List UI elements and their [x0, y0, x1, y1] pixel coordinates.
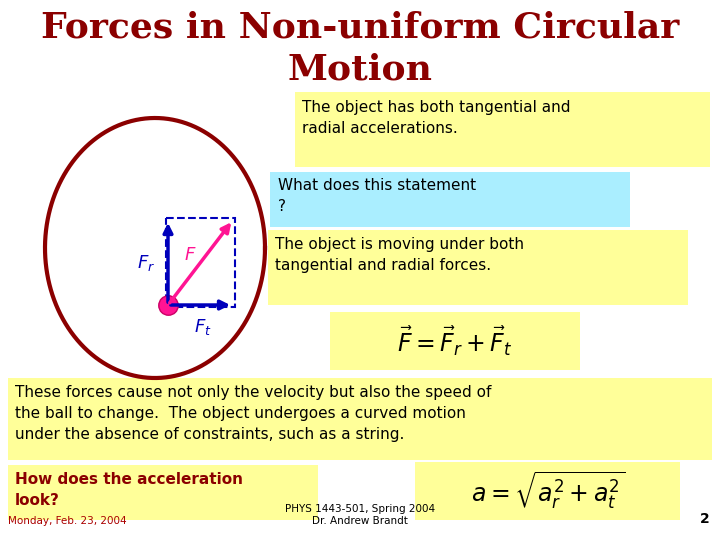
Bar	[295, 92, 710, 167]
Text: What does this statement
?: What does this statement ?	[278, 178, 476, 214]
Bar	[8, 465, 318, 520]
Text: Monday, Feb. 23, 2004: Monday, Feb. 23, 2004	[8, 516, 127, 526]
Text: Motion: Motion	[287, 52, 433, 86]
Bar	[330, 312, 580, 370]
Text: These forces cause not only the velocity but also the speed of
the ball to chang: These forces cause not only the velocity…	[15, 385, 491, 442]
Text: PHYS 1443-501, Spring 2004
Dr. Andrew Brandt: PHYS 1443-501, Spring 2004 Dr. Andrew Br…	[285, 504, 435, 526]
Bar	[415, 462, 680, 520]
Text: $F_r$: $F_r$	[137, 253, 155, 273]
Text: $F_t$: $F_t$	[194, 317, 212, 337]
Text: $a = \sqrt{a_r^2 + a_t^2}$: $a = \sqrt{a_r^2 + a_t^2}$	[471, 470, 625, 512]
Text: The object is moving under both
tangential and radial forces.: The object is moving under both tangenti…	[275, 237, 524, 273]
Bar	[268, 230, 688, 305]
Text: The object has both tangential and
radial accelerations.: The object has both tangential and radia…	[302, 100, 570, 136]
Text: How does the acceleration
look?: How does the acceleration look?	[15, 472, 243, 508]
Text: $\vec{F} = \vec{F}_r + \vec{F}_t$: $\vec{F} = \vec{F}_r + \vec{F}_t$	[397, 324, 513, 358]
Text: 2: 2	[701, 512, 710, 526]
Text: Forces in Non-uniform Circular: Forces in Non-uniform Circular	[41, 10, 679, 44]
Bar	[8, 378, 712, 460]
Bar	[270, 172, 630, 227]
Bar	[166, 218, 235, 307]
Text: $F$: $F$	[184, 246, 197, 264]
